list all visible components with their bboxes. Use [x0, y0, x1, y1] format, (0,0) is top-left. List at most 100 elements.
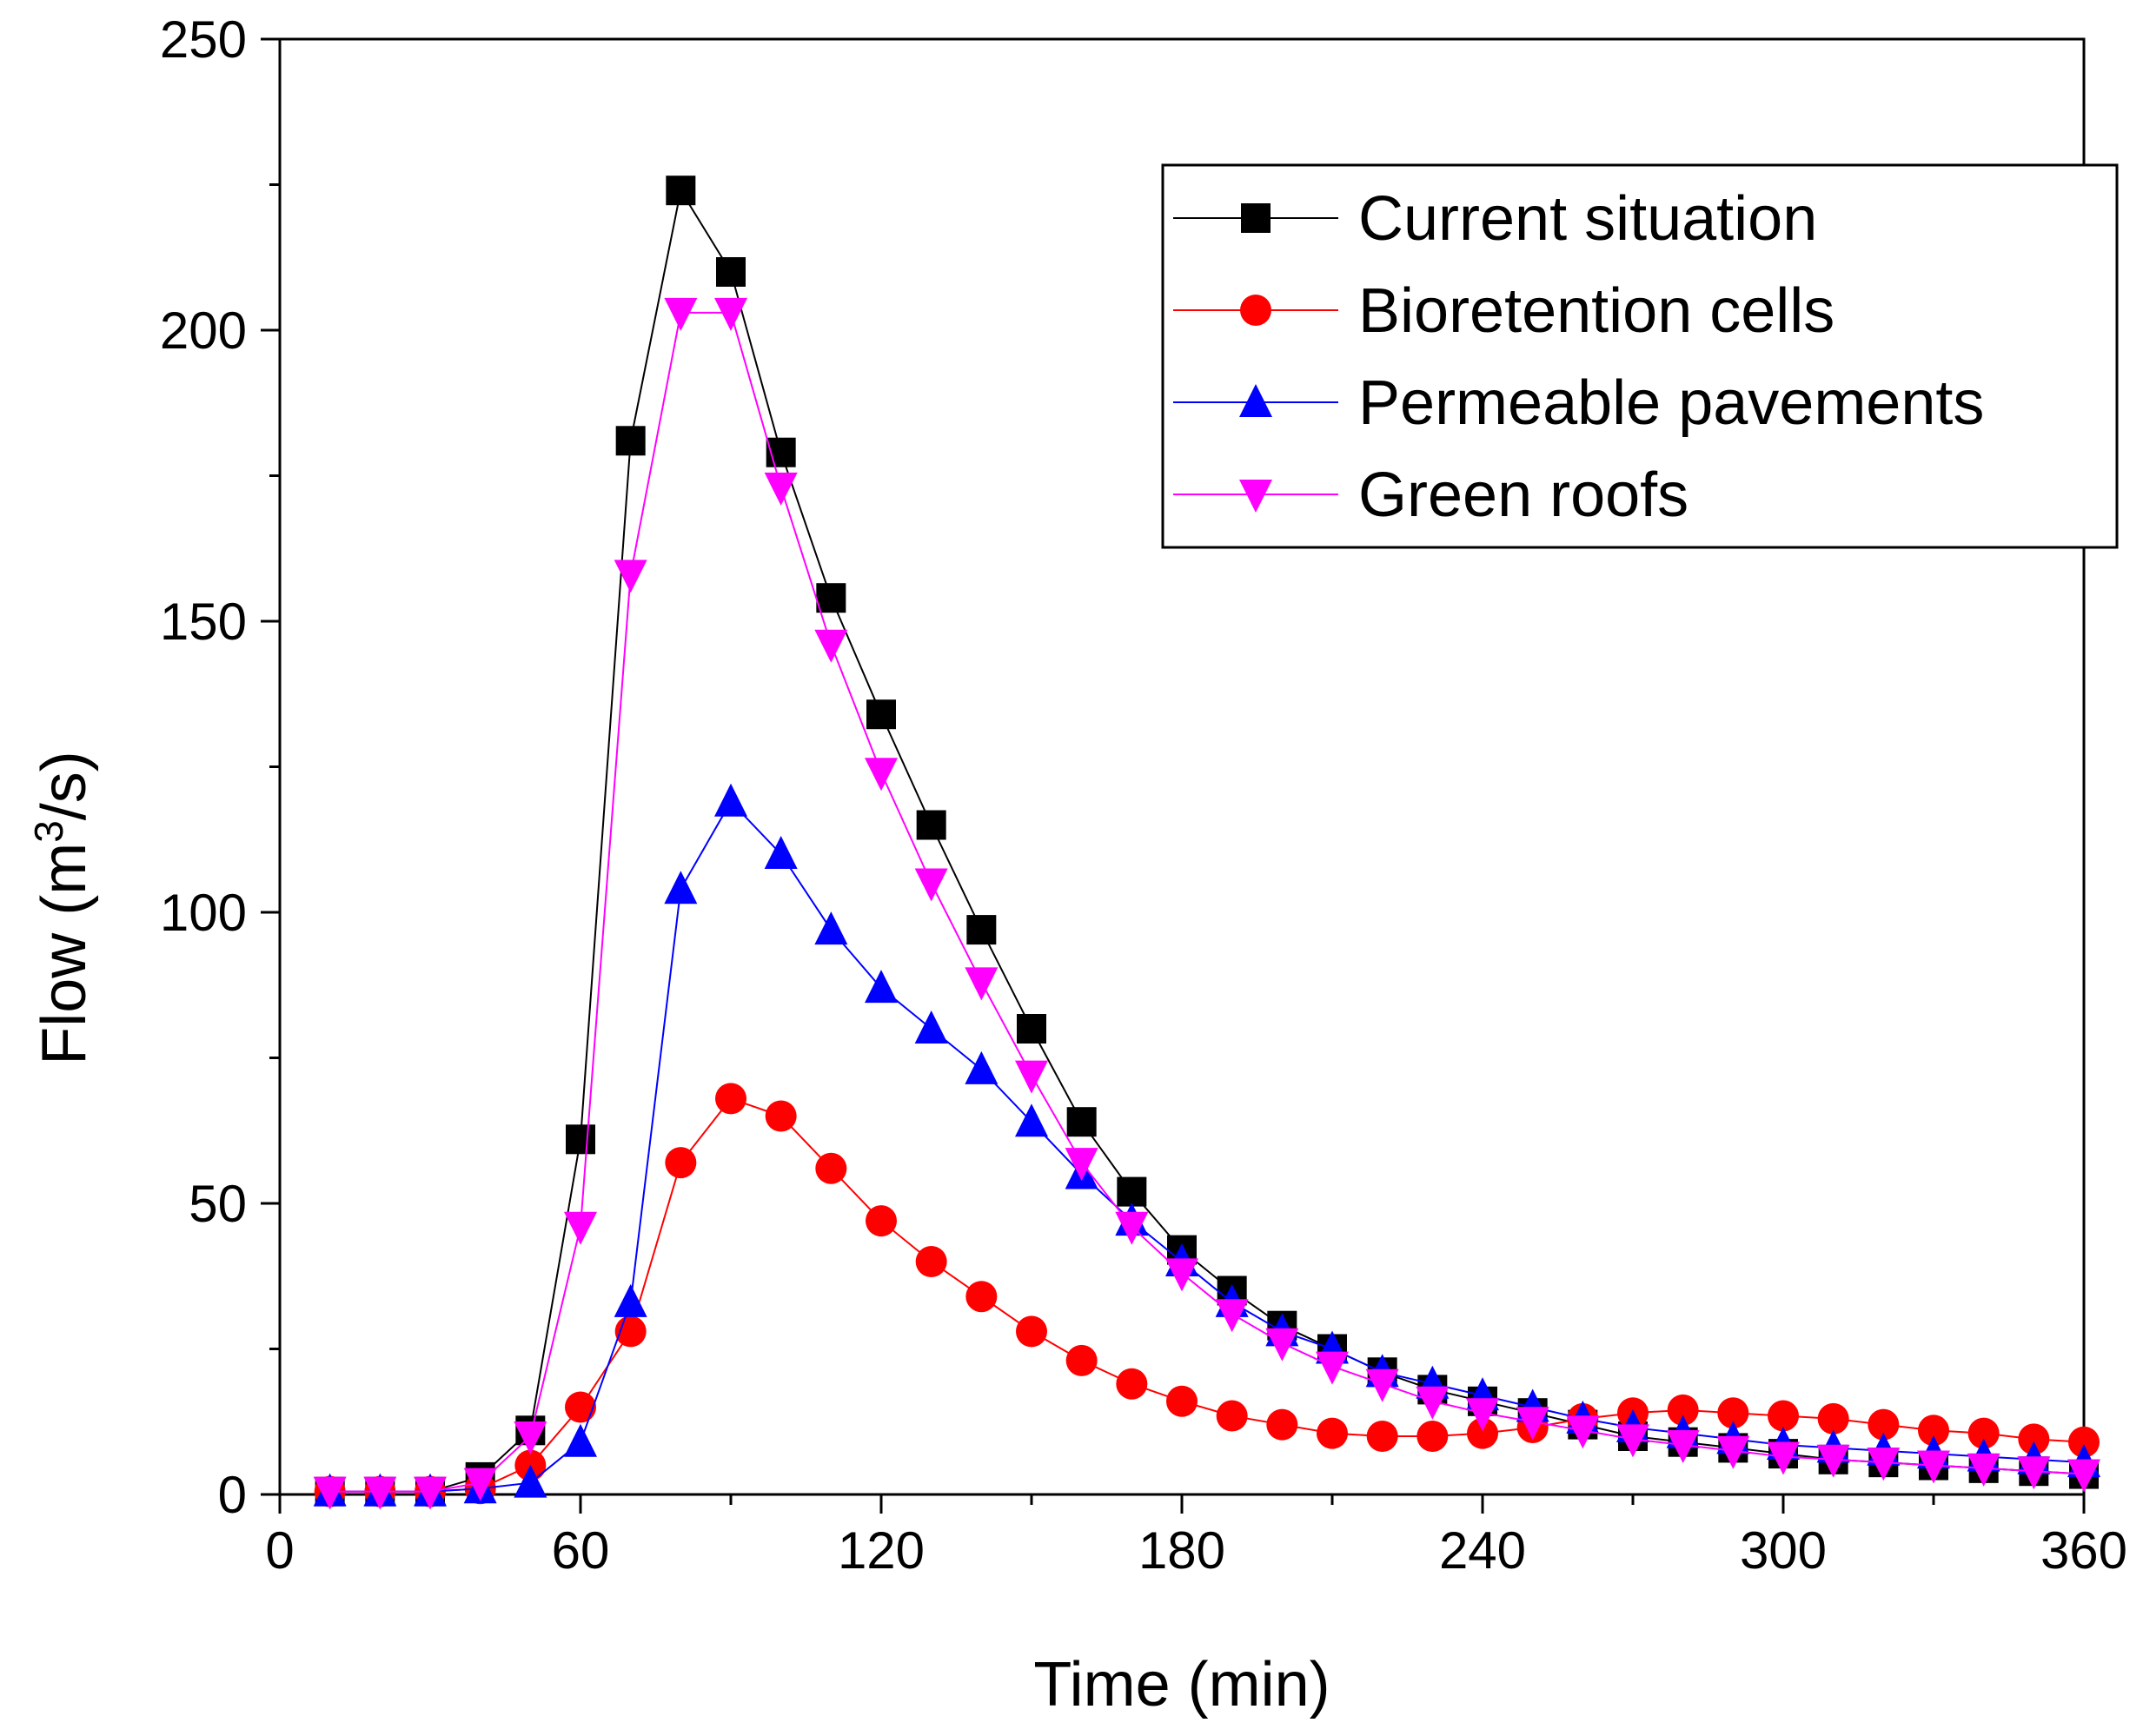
data-point	[1017, 1014, 1046, 1044]
series-2	[314, 1083, 2100, 1507]
data-point	[865, 970, 898, 1004]
x-tick-label: 300	[1740, 1521, 1827, 1580]
data-point	[916, 810, 946, 840]
data-point	[1066, 1107, 1097, 1137]
data-point	[1216, 1400, 1248, 1432]
series-layer	[313, 176, 2100, 1510]
data-point	[914, 868, 948, 902]
data-point	[765, 1100, 797, 1132]
legend-marker	[1241, 203, 1271, 233]
data-point	[664, 297, 698, 331]
data-point	[1918, 1415, 1949, 1447]
data-point	[764, 472, 798, 506]
data-point	[615, 426, 646, 456]
data-point	[2017, 1456, 2051, 1490]
data-point	[614, 560, 647, 593]
x-tick-label: 60	[552, 1521, 610, 1580]
data-point	[1165, 1258, 1198, 1292]
data-point	[965, 1281, 998, 1313]
y-axis-title: Flow (m3/s)	[26, 751, 99, 1065]
data-point	[514, 1421, 547, 1454]
data-point	[565, 1391, 596, 1423]
y-axis-title-main: Flow (m	[30, 843, 99, 1065]
data-point	[866, 1205, 897, 1237]
data-point	[1767, 1441, 1800, 1475]
data-point	[816, 583, 846, 613]
data-point	[2018, 1423, 2050, 1455]
y-tick-label: 200	[160, 301, 247, 360]
data-point	[1215, 1299, 1249, 1333]
y-tick-label: 150	[160, 593, 247, 651]
data-point	[1016, 1315, 1047, 1348]
data-point	[965, 967, 999, 1001]
x-tick-label: 0	[265, 1521, 294, 1580]
data-point	[463, 1468, 497, 1501]
data-point	[1868, 1408, 1900, 1441]
data-point	[1265, 1328, 1299, 1362]
data-point	[1015, 1060, 1048, 1094]
data-point	[1015, 1103, 1048, 1137]
data-point	[815, 1152, 847, 1184]
data-point	[363, 1476, 397, 1510]
legend-marker	[1240, 295, 1271, 326]
data-point	[1417, 1421, 1449, 1452]
legend-label: Green roofs	[1358, 461, 1689, 530]
data-point	[965, 1050, 999, 1084]
data-point	[915, 1246, 947, 1277]
data-point	[1967, 1453, 2000, 1487]
legend-box	[1161, 163, 2119, 549]
data-point	[1566, 1415, 1600, 1449]
data-point	[1317, 1417, 1348, 1449]
y-tick-label: 250	[160, 10, 247, 69]
data-point	[1917, 1450, 1950, 1484]
y-tick-label: 50	[189, 1175, 247, 1233]
data-point	[1065, 1148, 1098, 1182]
axes: Time (min) Flow (m3/s) 0 60 120 180 240 300 36…	[26, 10, 2127, 1719]
data-point	[566, 1124, 595, 1155]
data-point	[1065, 1344, 1098, 1376]
legend-label: Permeable pavements	[1358, 368, 1984, 438]
data-point	[614, 1283, 647, 1317]
data-point	[1116, 1368, 1148, 1400]
legend-marker	[1239, 480, 1272, 513]
y-axis-title-superscript: 3	[26, 820, 71, 843]
data-point	[313, 1476, 347, 1510]
data-point	[1816, 1444, 1850, 1478]
data-point	[665, 1147, 697, 1179]
data-point	[714, 783, 747, 817]
data-point	[1667, 1394, 1699, 1426]
data-point	[1466, 1398, 1499, 1432]
data-point	[1666, 1430, 1700, 1464]
data-point	[865, 758, 898, 792]
data-point	[1867, 1448, 1901, 1481]
data-point	[814, 629, 848, 663]
data-point	[866, 699, 896, 730]
data-point	[1316, 1351, 1349, 1385]
data-point	[666, 176, 696, 206]
data-point	[2068, 1426, 2100, 1458]
data-point	[1717, 1397, 1749, 1429]
data-point	[564, 1423, 597, 1457]
data-point	[1467, 1417, 1498, 1449]
data-point	[715, 1083, 746, 1115]
data-point	[1516, 1407, 1549, 1441]
legend-marker	[1239, 384, 1272, 417]
data-point	[1967, 1417, 2000, 1449]
legend-label: Current situation	[1358, 184, 1817, 254]
data-point	[764, 836, 798, 869]
data-point	[2067, 1459, 2100, 1493]
x-axis-title: Time (min)	[1033, 1650, 1330, 1719]
data-point	[1817, 1402, 1849, 1435]
data-point	[814, 911, 848, 945]
data-point	[1266, 1408, 1298, 1441]
data-point	[914, 1010, 948, 1044]
series-4	[313, 297, 2100, 1510]
data-point	[514, 1464, 547, 1498]
data-point	[1115, 1211, 1149, 1245]
data-point	[714, 297, 747, 331]
data-point	[1416, 1386, 1450, 1420]
y-axis-title-tail: /s)	[30, 751, 99, 820]
y-tick-label: 100	[160, 884, 247, 942]
